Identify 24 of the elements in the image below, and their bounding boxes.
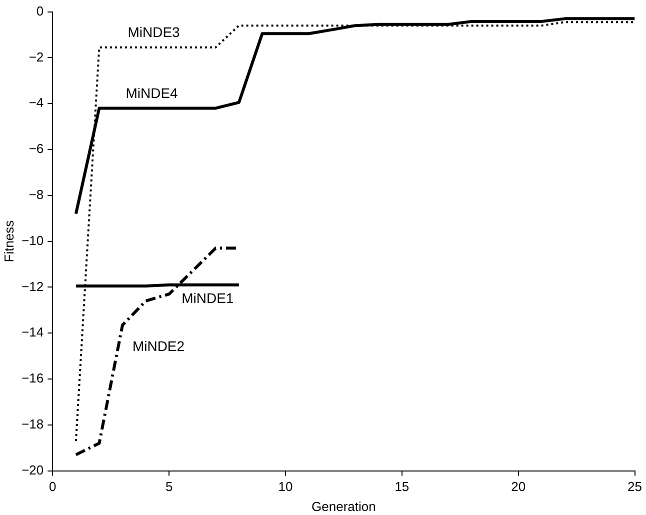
x-tick-label: 10 <box>278 479 293 494</box>
y-tick-label: 0 <box>36 3 44 18</box>
x-tick-label: 20 <box>511 479 526 494</box>
x-tick-label: 0 <box>49 479 56 494</box>
y-tick-label: −16 <box>22 370 44 386</box>
y-tick-label: −14 <box>22 324 44 340</box>
y-tick-label: −10 <box>22 232 44 248</box>
y-axis-title: Fitness <box>1 220 16 262</box>
x-tick-label: 5 <box>165 479 173 494</box>
x-tick-label: 25 <box>628 479 642 494</box>
series-label: MiNDE3 <box>128 24 180 40</box>
y-tick-label: −20 <box>22 462 44 478</box>
y-tick-label: −2 <box>28 49 44 64</box>
x-axis-title: Generation <box>312 498 376 514</box>
series-label: MiNDE4 <box>126 85 178 102</box>
y-tick-label: −4 <box>28 95 44 110</box>
x-tick-label: 15 <box>394 479 410 494</box>
series-label: MiNDE1 <box>182 290 234 306</box>
line-series <box>74 21 635 442</box>
series-label: MiNDE2 <box>132 338 185 354</box>
y-tick-label: −18 <box>22 416 44 432</box>
y-tick-label: −8 <box>28 186 44 202</box>
y-tick-label: −12 <box>22 278 44 294</box>
y-tick-label: −6 <box>28 141 44 156</box>
